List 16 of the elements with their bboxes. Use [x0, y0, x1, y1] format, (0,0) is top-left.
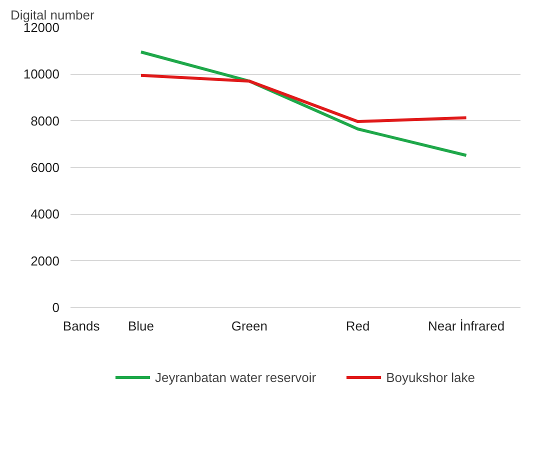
y-tick-label: 2000 — [30, 253, 60, 268]
legend-label: Boyukshor lake — [386, 370, 476, 384]
line-series — [139, 74, 468, 124]
y-tick-label: 4000 — [30, 206, 60, 222]
x-tick-label: Red — [346, 318, 370, 334]
legend-label: Jeyranbatan water reservoir — [154, 370, 316, 384]
y-tick-label: 10000 — [23, 66, 60, 82]
x-axis-title: Bands — [62, 318, 100, 334]
y-tick-label: 0 — [52, 300, 60, 315]
line-series — [139, 50, 468, 157]
x-tick-label: Blue — [128, 318, 154, 334]
y-axis-title: Digital number — [10, 8, 95, 22]
y-tick-label: 6000 — [30, 160, 60, 175]
x-tick-label: Green — [231, 318, 268, 334]
x-tick-label: Near İnfrared — [428, 318, 505, 334]
y-tick-label: 8000 — [30, 113, 60, 128]
